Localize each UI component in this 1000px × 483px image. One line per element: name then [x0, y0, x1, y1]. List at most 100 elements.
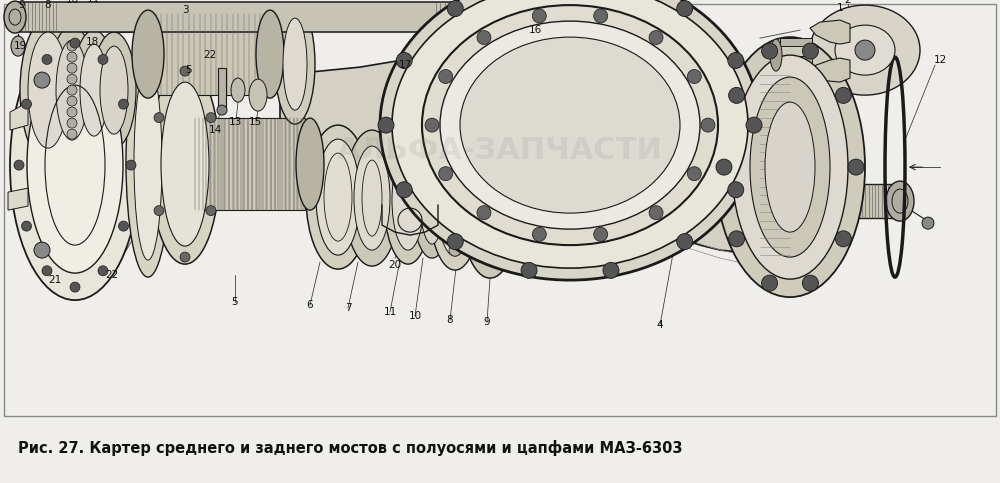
Ellipse shape [429, 134, 481, 270]
Ellipse shape [835, 231, 851, 247]
Ellipse shape [449, 244, 461, 256]
Bar [518, 184, 906, 218]
Text: 14: 14 [208, 125, 222, 135]
Bar [780, 56, 812, 64]
Ellipse shape [354, 146, 390, 250]
Ellipse shape [380, 0, 760, 280]
Ellipse shape [715, 37, 865, 297]
Ellipse shape [42, 266, 52, 276]
Ellipse shape [206, 206, 216, 215]
Ellipse shape [835, 87, 851, 103]
Ellipse shape [750, 77, 830, 257]
Ellipse shape [206, 113, 216, 123]
Ellipse shape [392, 0, 748, 268]
Ellipse shape [855, 40, 875, 60]
Bar [190, 118, 305, 210]
Text: 11: 11 [86, 0, 100, 4]
Ellipse shape [762, 275, 778, 291]
Ellipse shape [449, 191, 461, 203]
Ellipse shape [449, 233, 461, 245]
Ellipse shape [4, 1, 26, 33]
Ellipse shape [716, 159, 732, 175]
Ellipse shape [22, 99, 32, 109]
Ellipse shape [477, 30, 491, 44]
Text: 8: 8 [447, 315, 453, 325]
Ellipse shape [14, 160, 24, 170]
Ellipse shape [316, 139, 360, 255]
Ellipse shape [447, 234, 463, 250]
Ellipse shape [180, 252, 190, 262]
Bar [780, 38, 812, 46]
Ellipse shape [437, 148, 473, 256]
Text: 5: 5 [185, 65, 191, 75]
Ellipse shape [118, 99, 128, 109]
Text: 8: 8 [45, 0, 51, 10]
Ellipse shape [521, 262, 537, 278]
Ellipse shape [344, 130, 400, 266]
Ellipse shape [746, 117, 762, 133]
Ellipse shape [886, 181, 914, 221]
Ellipse shape [70, 38, 80, 48]
Text: 3: 3 [182, 5, 188, 15]
Ellipse shape [649, 206, 663, 220]
Ellipse shape [449, 201, 461, 213]
Ellipse shape [447, 0, 463, 16]
Ellipse shape [27, 57, 123, 273]
Bar [16, 2, 478, 32]
Ellipse shape [154, 206, 164, 215]
Ellipse shape [378, 117, 394, 133]
Ellipse shape [449, 170, 461, 182]
Text: Рис. 27. Картер среднего и заднего мостов с полуосями и цапфами МАЗ-6303: Рис. 27. Картер среднего и заднего мосто… [18, 440, 682, 456]
Ellipse shape [449, 159, 461, 171]
Bar [218, 68, 226, 110]
Ellipse shape [126, 47, 170, 277]
Ellipse shape [687, 70, 701, 84]
Ellipse shape [439, 167, 453, 181]
Ellipse shape [532, 9, 546, 23]
Ellipse shape [603, 262, 619, 278]
Ellipse shape [412, 142, 452, 258]
Ellipse shape [384, 136, 432, 264]
Ellipse shape [460, 126, 520, 278]
Ellipse shape [126, 160, 136, 170]
Ellipse shape [67, 85, 77, 95]
Ellipse shape [34, 242, 50, 258]
Ellipse shape [98, 266, 108, 276]
Ellipse shape [728, 182, 744, 198]
Ellipse shape [134, 64, 162, 260]
Ellipse shape [729, 87, 745, 103]
Polygon shape [810, 20, 850, 44]
Ellipse shape [802, 275, 818, 291]
Ellipse shape [810, 5, 920, 95]
Text: 9: 9 [484, 317, 490, 327]
Ellipse shape [132, 10, 164, 98]
Ellipse shape [67, 52, 77, 62]
Text: 16: 16 [528, 25, 542, 35]
Ellipse shape [306, 125, 370, 269]
Text: 9: 9 [19, 0, 25, 10]
Text: 7: 7 [345, 303, 351, 313]
Text: 10: 10 [65, 0, 79, 5]
Ellipse shape [440, 21, 700, 229]
Text: 6: 6 [307, 300, 313, 310]
Ellipse shape [67, 63, 77, 73]
Ellipse shape [677, 0, 693, 16]
Ellipse shape [217, 105, 227, 115]
Ellipse shape [594, 227, 608, 242]
Ellipse shape [449, 223, 461, 235]
Ellipse shape [732, 55, 848, 279]
Ellipse shape [98, 55, 108, 64]
Ellipse shape [67, 107, 77, 117]
Ellipse shape [728, 53, 744, 69]
Polygon shape [810, 58, 850, 82]
Ellipse shape [765, 102, 815, 232]
Text: 2: 2 [845, 0, 851, 5]
Ellipse shape [701, 118, 715, 132]
Ellipse shape [460, 37, 680, 213]
Text: АЛЬФА-ЗАПЧАСТИ: АЛЬФА-ЗАПЧАСТИ [337, 136, 663, 165]
Text: 4: 4 [657, 320, 663, 330]
Ellipse shape [422, 5, 718, 245]
Text: 22: 22 [203, 50, 217, 60]
Ellipse shape [180, 66, 190, 76]
Ellipse shape [256, 10, 284, 98]
